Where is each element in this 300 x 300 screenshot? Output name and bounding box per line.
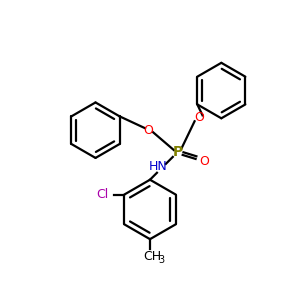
Text: O: O	[143, 124, 153, 137]
Text: 3: 3	[158, 255, 164, 265]
Text: CH: CH	[143, 250, 161, 263]
Text: O: O	[195, 111, 205, 124]
Text: HN: HN	[148, 160, 167, 173]
Text: O: O	[200, 155, 209, 168]
Text: Cl: Cl	[96, 188, 109, 201]
Text: P: P	[172, 145, 183, 159]
